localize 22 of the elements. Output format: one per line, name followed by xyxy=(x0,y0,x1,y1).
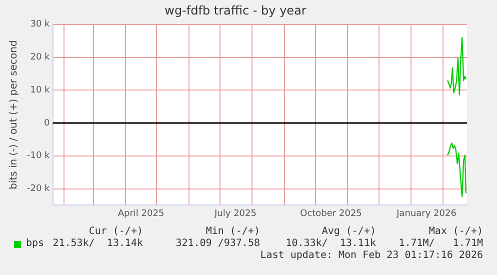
y-axis-title: bits in (-) / out (+) per second xyxy=(8,40,20,190)
y-tick-label: -10 k xyxy=(26,151,51,162)
text: Cur (-/+) xyxy=(88,226,143,237)
legend-label: bps xyxy=(26,238,44,249)
text: Min (-/+) xyxy=(206,226,260,237)
text: 321.09 /937.58 xyxy=(176,238,260,249)
y-tick-label: -20 k xyxy=(26,184,51,194)
y-tick-label: 20 k xyxy=(30,52,51,63)
chart-title: wg-fdfb traffic - by year xyxy=(164,3,306,18)
text: Avg (-/+) xyxy=(322,226,376,237)
y-tick-label: 0 xyxy=(44,118,50,128)
text: 1.71M/ 1.71M xyxy=(398,238,483,249)
text: 21.53k/ 13.14k xyxy=(52,238,143,249)
y-tick-label: 10 k xyxy=(30,85,51,96)
y-tick-label: 30 k xyxy=(30,20,51,30)
text: Max (-/+) xyxy=(428,226,483,237)
x-tick-label: July 2025 xyxy=(214,208,256,219)
text: Last update: Mon Feb 23 01:17:16 2026 xyxy=(259,250,483,261)
text: 10.33k/ 13.11k xyxy=(286,238,376,249)
x-tick-label: October 2025 xyxy=(300,208,362,219)
x-tick-label: April 2025 xyxy=(118,208,164,219)
x-tick-label: January 2026 xyxy=(396,208,457,219)
